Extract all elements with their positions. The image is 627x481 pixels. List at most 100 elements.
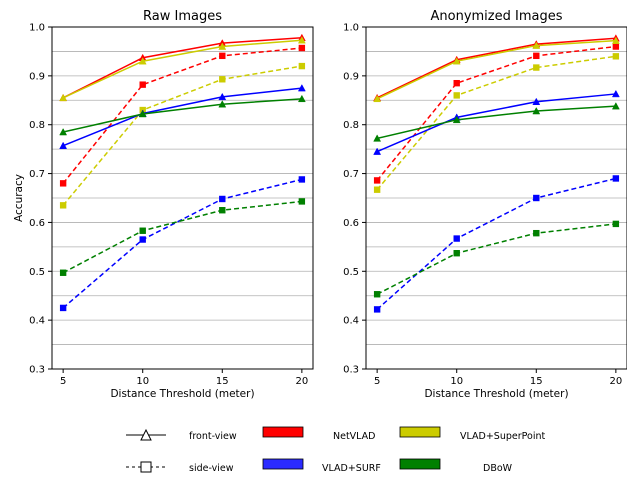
- series-netvlad-side-view: [59, 44, 306, 187]
- series-dbow-front-view: [59, 94, 306, 136]
- data-point-square: [298, 198, 306, 205]
- series-line: [376, 37, 616, 99]
- data-point-square: [533, 64, 540, 71]
- data-point-square: [373, 186, 381, 193]
- data-point-square: [533, 229, 540, 237]
- data-point-square: [533, 52, 540, 60]
- data-point-square: [298, 44, 306, 52]
- data-point-square: [533, 194, 540, 202]
- y-tick-label: 0.6: [343, 218, 359, 229]
- legend-swatch-vlad-surf: [262, 458, 304, 470]
- data-point-triangle: [218, 100, 227, 108]
- y-tick-label: 0.9: [29, 71, 45, 82]
- series-line: [62, 47, 302, 184]
- series-line: [62, 87, 302, 147]
- legend-triangle-marker: [140, 428, 152, 441]
- series-line: [62, 98, 302, 133]
- chart-title: Anonymized Images: [431, 9, 563, 24]
- series-line: [62, 39, 302, 99]
- legend-swatch-vlad-superpoint: [399, 426, 441, 438]
- series-line: [376, 177, 617, 310]
- series-line: [376, 105, 616, 140]
- data-point-triangle: [59, 128, 68, 136]
- x-tick-label: 10: [450, 376, 463, 387]
- panel-2: 0.3 0.4 0.5 0.6 0.7 0.8 0.9 1.0 5 10 15 20 Anonymize…: [343, 9, 627, 400]
- x-tick-label: 10: [136, 376, 149, 387]
- series-vlad-surf-side-view: [59, 176, 306, 312]
- data-point-triangle: [611, 89, 620, 98]
- series-vlad-superpoint-front-view: [59, 36, 306, 102]
- data-point-triangle: [138, 57, 147, 65]
- y-tick-label: 0.6: [29, 218, 45, 229]
- panel-1: 0.3 0.4 0.5 0.6 0.7 0.8 0.9 1.0 5 10 15 20 Raw Image…: [13, 9, 314, 400]
- series-line: [376, 39, 616, 100]
- series-vlad-surf-side-view: [373, 175, 620, 313]
- legend-label-dbow: DBoW: [483, 463, 513, 474]
- legend-label-netvlad: NetVLAD: [333, 431, 376, 442]
- legend-label-vlad-surf: VLAD+SURF: [322, 463, 381, 474]
- series-line: [376, 93, 616, 153]
- data-point-square: [373, 177, 381, 184]
- legend-entry-netvlad: NetVLAD: [262, 426, 376, 442]
- x-tick-label: 15: [530, 376, 543, 387]
- x-tick-label: 15: [216, 376, 229, 387]
- data-point-triangle: [373, 147, 382, 155]
- data-point-triangle: [452, 57, 461, 65]
- chart-title: Raw Images: [143, 9, 222, 24]
- data-point-square: [59, 304, 67, 312]
- series-vlad-superpoint-front-view: [373, 36, 620, 103]
- data-point-triangle: [532, 41, 541, 49]
- y-tick-label: 0.5: [29, 267, 45, 278]
- data-point-triangle: [532, 107, 541, 115]
- data-point-triangle: [297, 36, 306, 44]
- series-line: [62, 65, 302, 206]
- data-point-square: [453, 250, 460, 257]
- series-dbow-front-view: [373, 102, 620, 142]
- data-point-square: [219, 207, 226, 214]
- y-tick-label: 1.0: [29, 23, 45, 34]
- data-point-square: [453, 79, 460, 87]
- data-point-square: [139, 227, 146, 234]
- y-tick-label: 0.9: [343, 71, 359, 82]
- series-vlad-superpoint-side-view: [373, 53, 620, 193]
- data-point-square: [219, 76, 226, 83]
- x-axis-label: Distance Threshold (meter): [424, 388, 568, 400]
- data-point-triangle: [138, 109, 147, 118]
- data-point-square: [219, 52, 226, 60]
- data-point-square: [298, 62, 306, 70]
- legend-square-marker: [140, 461, 152, 473]
- data-point-square: [59, 202, 67, 209]
- series-line: [376, 223, 616, 295]
- series-vlad-surf-front-view: [373, 89, 620, 155]
- y-tick-label: 0.8: [343, 120, 359, 131]
- legend-label-front-view: front-view: [189, 431, 237, 442]
- x-axis-label: Distance Threshold (meter): [110, 388, 254, 400]
- legend-label-side-view: side-view: [189, 463, 234, 474]
- y-tick-label: 0.5: [343, 267, 359, 278]
- series-line: [376, 45, 616, 181]
- data-point-triangle: [373, 134, 382, 142]
- legend-entry-vlad-superpoint: VLAD+SuperPoint: [399, 426, 545, 442]
- data-point-triangle: [611, 36, 620, 44]
- data-point-square: [612, 53, 620, 60]
- series-line: [62, 37, 302, 99]
- data-point-square: [612, 43, 620, 50]
- y-tick-label: 0.8: [29, 120, 45, 131]
- data-point-square: [59, 180, 67, 187]
- data-point-triangle: [297, 94, 306, 103]
- data-point-triangle: [532, 97, 541, 106]
- data-point-triangle: [59, 93, 68, 102]
- data-point-square: [612, 220, 620, 228]
- data-point-square: [219, 195, 226, 203]
- x-tick-label: 5: [60, 376, 66, 387]
- legend-entry-side-view: side-view: [126, 461, 234, 474]
- legend-swatch-dbow: [399, 458, 441, 470]
- series-dbow-side-view: [373, 220, 620, 298]
- data-point-square: [453, 235, 460, 242]
- x-tick-label: 20: [609, 376, 622, 387]
- y-tick-label: 0.4: [29, 316, 45, 327]
- y-tick-label: 1.0: [343, 23, 359, 34]
- legend-label-vlad-superpoint: VLAD+SuperPoint: [460, 431, 545, 442]
- y-tick-label: 0.7: [343, 169, 359, 180]
